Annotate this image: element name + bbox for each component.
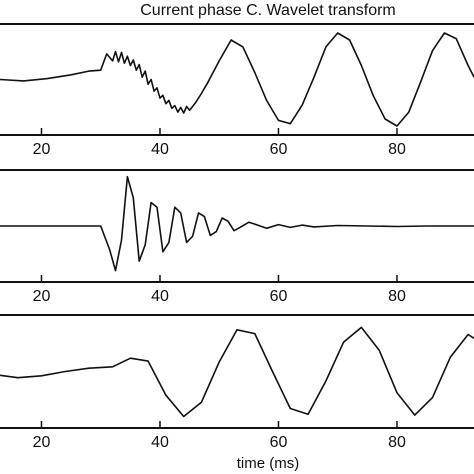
panel-3-x-tick-label-20: 20 (33, 434, 51, 451)
panel-2: 20 40 60 80 (0, 169, 474, 305)
panel-3: 20 40 60 80 (0, 314, 474, 451)
panel-1-x-tick-label-60: 60 (270, 141, 288, 158)
panel-3-x-tick-label-40: 40 (151, 434, 169, 451)
x-axis-label: time (ms) (237, 455, 300, 472)
panel-2-x-tick-label-80: 80 (388, 288, 406, 305)
panel-3-x-tick-label-80: 80 (388, 434, 406, 451)
panel-1: 20 40 60 80 (0, 23, 474, 158)
panel-2-signal-line (0, 175, 474, 272)
panel-1-x-tick-label-80: 80 (388, 141, 406, 158)
panel-3-signal-line (0, 326, 474, 418)
panel-3-x-tick-label-60: 60 (270, 434, 288, 451)
chart-title: Current phase C. Wavelet transform (140, 2, 396, 19)
panel-1-x-tick-label-40: 40 (151, 141, 169, 158)
panel-2-x-tick-label-40: 40 (151, 288, 169, 305)
panel-2-x-tick-label-20: 20 (33, 288, 51, 305)
panel-1-x-tick-label-20: 20 (33, 141, 51, 158)
panel-2-x-tick-label-60: 60 (270, 288, 288, 305)
panel-1-signal-line (0, 32, 474, 127)
